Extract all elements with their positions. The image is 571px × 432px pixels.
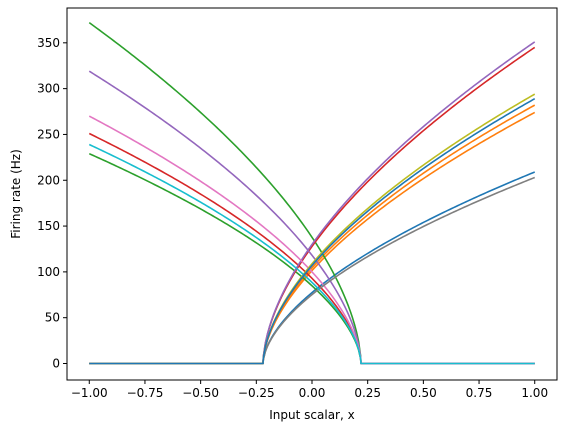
series-line	[89, 41, 536, 365]
y-axis-label: Firing rate (Hz)	[9, 149, 23, 239]
y-tick-label: 300	[37, 82, 60, 96]
series-line	[88, 22, 535, 365]
x-tick-label: 0.50	[410, 386, 437, 400]
series-line	[88, 70, 535, 365]
series-line	[89, 104, 536, 365]
y-tick-label: 250	[37, 127, 60, 141]
y-tick-label: 200	[37, 173, 60, 187]
series-line	[88, 132, 535, 365]
series-line	[89, 93, 536, 365]
series-line	[89, 98, 536, 365]
x-tick-label: 0.25	[354, 386, 381, 400]
plot-lines	[88, 22, 536, 365]
series-line	[88, 115, 535, 365]
x-tick-label: −1.00	[71, 386, 108, 400]
y-tick-label: 350	[37, 36, 60, 50]
x-tick-label: −0.75	[127, 386, 164, 400]
x-tick-label: 0.00	[299, 386, 326, 400]
x-axis-ticks: −1.00 −0.75 −0.50 −0.25 0.00 0.25 0.50 0.75 1.00	[71, 380, 548, 400]
x-tick-label: −0.25	[238, 386, 275, 400]
y-tick-label: 100	[37, 265, 60, 279]
x-axis-label: Input scalar, x	[269, 408, 354, 422]
y-tick-label: 50	[45, 311, 60, 325]
series-line	[88, 143, 535, 365]
x-tick-label: 0.75	[466, 386, 493, 400]
y-axis-ticks: 0 50 100 150 200 250 300 350	[37, 36, 67, 371]
y-tick-label: 150	[37, 219, 60, 233]
x-tick-label: −0.50	[182, 386, 219, 400]
series-line	[88, 152, 535, 365]
y-tick-label: 0	[52, 357, 60, 371]
x-tick-label: 1.00	[521, 386, 548, 400]
